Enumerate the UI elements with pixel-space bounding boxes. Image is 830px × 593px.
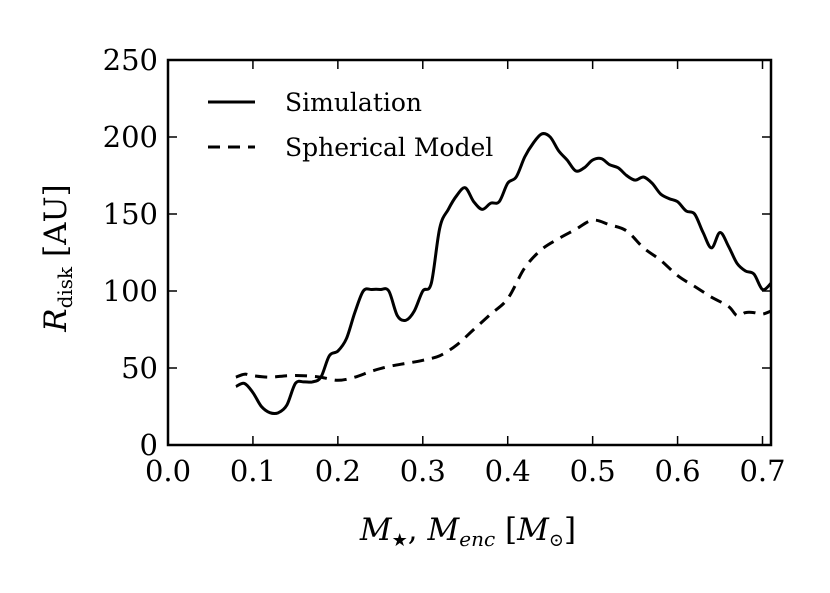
x-tick-label: 0.1 (230, 454, 276, 488)
legend: Simulation Spherical Model (208, 88, 493, 162)
series-layer (235, 132, 773, 416)
plot-area-border (166, 58, 773, 447)
y-tick-label: 200 (103, 120, 158, 154)
legend-label-simulation: Simulation (285, 88, 422, 117)
legend-label-spherical-model: Spherical Model (285, 133, 493, 162)
x-tick-label: 0.6 (655, 454, 701, 488)
y-axis-label: Rdisk [AU] (38, 184, 77, 333)
y-tick-label: 150 (103, 197, 158, 231)
series-line-spherical-model (235, 218, 772, 382)
x-tick-label: 0.5 (570, 454, 616, 488)
y-tick-label: 250 (103, 43, 158, 77)
x-tick-label: 0.3 (400, 454, 446, 488)
x-tick-label: 0.4 (485, 454, 531, 488)
series-line-simulation (235, 132, 773, 416)
plot-frame (166, 58, 773, 447)
x-axis-label: M★, Menc [M⊙] (359, 512, 576, 551)
x-tick-label: 0.7 (739, 454, 785, 488)
axis-ticks (167, 59, 771, 446)
y-tick-label: 100 (103, 274, 158, 308)
y-tick-label: 50 (121, 351, 158, 385)
tick-labels: 0.0 0.1 0.2 0.3 0.4 0.5 0.6 0.7 0 50 100 150 200 250 (103, 43, 786, 488)
x-tick-label: 0.0 (145, 454, 191, 488)
y-tick-label: 0 (140, 428, 158, 462)
x-tick-label: 0.2 (315, 454, 361, 488)
